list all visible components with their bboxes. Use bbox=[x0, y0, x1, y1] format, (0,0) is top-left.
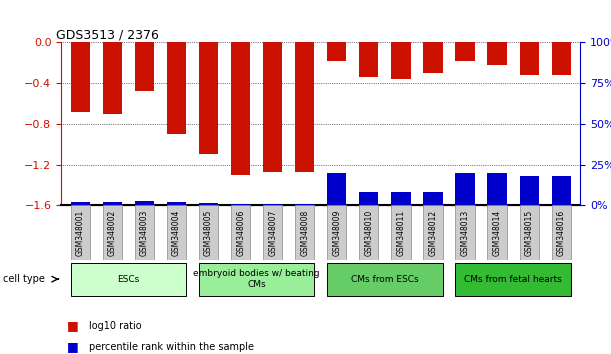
FancyBboxPatch shape bbox=[71, 205, 90, 260]
Bar bbox=[103, 202, 122, 205]
Bar bbox=[327, 42, 346, 61]
Text: GSM348011: GSM348011 bbox=[397, 210, 406, 256]
Bar bbox=[423, 42, 442, 73]
Text: GSM348001: GSM348001 bbox=[76, 210, 85, 256]
FancyBboxPatch shape bbox=[359, 205, 378, 260]
Text: GSM348007: GSM348007 bbox=[268, 210, 277, 256]
Bar bbox=[135, 201, 154, 205]
Text: CMs from ESCs: CMs from ESCs bbox=[351, 275, 419, 284]
FancyBboxPatch shape bbox=[103, 205, 122, 260]
Bar bbox=[455, 173, 475, 205]
Bar bbox=[71, 202, 90, 205]
FancyBboxPatch shape bbox=[391, 205, 411, 260]
Text: GSM348015: GSM348015 bbox=[525, 210, 533, 256]
Bar bbox=[231, 204, 251, 205]
Bar bbox=[231, 42, 251, 175]
FancyBboxPatch shape bbox=[552, 205, 571, 260]
Text: log10 ratio: log10 ratio bbox=[89, 321, 141, 331]
Text: GSM348005: GSM348005 bbox=[204, 210, 213, 256]
Text: GSM348016: GSM348016 bbox=[557, 210, 566, 256]
Bar bbox=[199, 203, 218, 205]
Text: GSM348002: GSM348002 bbox=[108, 210, 117, 256]
Text: GSM348006: GSM348006 bbox=[236, 210, 245, 256]
FancyBboxPatch shape bbox=[71, 263, 186, 296]
FancyBboxPatch shape bbox=[488, 205, 507, 260]
FancyBboxPatch shape bbox=[167, 205, 186, 260]
FancyBboxPatch shape bbox=[295, 205, 315, 260]
Text: embryoid bodies w/ beating
CMs: embryoid bodies w/ beating CMs bbox=[193, 269, 320, 289]
FancyBboxPatch shape bbox=[327, 205, 346, 260]
Text: ■: ■ bbox=[67, 341, 79, 353]
FancyBboxPatch shape bbox=[423, 205, 442, 260]
Bar bbox=[359, 42, 378, 77]
Text: GSM348003: GSM348003 bbox=[140, 210, 149, 256]
Bar bbox=[199, 42, 218, 154]
Bar bbox=[103, 42, 122, 114]
Bar bbox=[423, 192, 442, 205]
FancyBboxPatch shape bbox=[455, 205, 475, 260]
Text: GSM348004: GSM348004 bbox=[172, 210, 181, 256]
Text: CMs from fetal hearts: CMs from fetal hearts bbox=[464, 275, 562, 284]
Bar bbox=[455, 42, 475, 61]
FancyBboxPatch shape bbox=[519, 205, 539, 260]
Text: cell type: cell type bbox=[3, 274, 45, 284]
Bar bbox=[295, 42, 315, 172]
Text: GSM348012: GSM348012 bbox=[428, 210, 437, 256]
Bar bbox=[167, 202, 186, 205]
FancyBboxPatch shape bbox=[199, 205, 218, 260]
FancyBboxPatch shape bbox=[231, 205, 251, 260]
FancyBboxPatch shape bbox=[263, 205, 282, 260]
Bar bbox=[488, 42, 507, 65]
Text: ■: ■ bbox=[67, 319, 79, 332]
Bar bbox=[135, 42, 154, 91]
Text: GSM348013: GSM348013 bbox=[461, 210, 469, 256]
Bar bbox=[295, 204, 315, 205]
FancyBboxPatch shape bbox=[135, 205, 154, 260]
Text: percentile rank within the sample: percentile rank within the sample bbox=[89, 342, 254, 352]
Bar bbox=[263, 42, 282, 172]
FancyBboxPatch shape bbox=[199, 263, 315, 296]
Bar bbox=[359, 192, 378, 205]
Bar bbox=[552, 42, 571, 75]
Bar bbox=[71, 42, 90, 112]
Text: GSM348014: GSM348014 bbox=[492, 210, 502, 256]
Bar bbox=[519, 42, 539, 75]
Bar bbox=[167, 42, 186, 134]
Text: GDS3513 / 2376: GDS3513 / 2376 bbox=[56, 28, 159, 41]
FancyBboxPatch shape bbox=[327, 263, 442, 296]
Bar bbox=[391, 192, 411, 205]
Bar bbox=[488, 173, 507, 205]
Bar bbox=[327, 173, 346, 205]
Bar bbox=[263, 204, 282, 205]
Text: ESCs: ESCs bbox=[117, 275, 139, 284]
Text: GSM348008: GSM348008 bbox=[300, 210, 309, 256]
Bar bbox=[552, 176, 571, 205]
Text: GSM348009: GSM348009 bbox=[332, 210, 342, 256]
Bar bbox=[519, 176, 539, 205]
FancyBboxPatch shape bbox=[455, 263, 571, 296]
Text: GSM348010: GSM348010 bbox=[364, 210, 373, 256]
Bar bbox=[391, 42, 411, 79]
